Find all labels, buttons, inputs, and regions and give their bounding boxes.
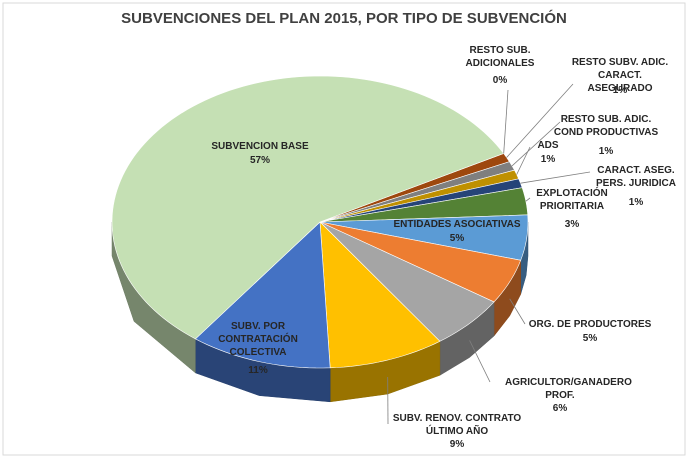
leader-line [511,121,561,167]
value-label: 1% [540,154,556,165]
leader-line [506,83,574,158]
pie-slice [319,221,522,303]
value-label: 6% [552,403,568,414]
value-label: 1% [598,146,614,157]
value-label: 1% [612,85,628,96]
slice-label: SUBV. RENOV. CONTRATO ÚLTIMO AÑO [392,413,522,437]
slice-label: RESTO SUBV. ADIC. CARACT. ASEGURADO [571,57,669,94]
pie-slice [111,75,505,340]
leader-line [469,340,491,383]
value-label: 1% [628,197,644,208]
slice-label: RESTO SUB. ADICIONALES [465,45,535,69]
slice-label: AGRICULTOR/GANADERO PROF. [505,377,632,401]
leader-line [516,146,531,175]
slice-label: ADS [537,140,559,151]
slice-label: CARACT. ASEG. PERS. JURIDICA [595,165,676,189]
slice-label: SUBV. POR CONTRATACIÓN COLECTIVA [218,321,298,358]
slice-label: RESTO SUB. ADIC. COND PRODUCTIVAS [553,114,659,138]
pie-slice [319,221,495,342]
value-label: 0% [492,75,508,86]
value-label: 5% [449,233,465,244]
slice-label: ORG. DE PRODUCTORES [528,319,652,330]
pie-slice [319,214,529,261]
slice-label: ENTIDADES ASOCIATIVAS [393,219,521,230]
pie-slice [319,221,441,369]
value-label: 11% [248,365,268,376]
pie-slice [194,221,331,369]
leader-line [520,171,591,184]
pie-slice [319,187,529,223]
slice-label: SUBVENCION BASE [211,141,309,152]
leader-line [509,298,526,325]
chart-title: SUBVENCIONES DEL PLAN 2015, POR TIPO DE … [121,10,567,27]
value-label: 57% [249,155,270,166]
leader-line [525,197,531,202]
value-label: 3% [564,219,580,230]
value-label: 9% [449,439,465,450]
value-label: 5% [582,333,598,344]
slice-label: EXPLOTACIÓN PRIORITARIA [536,188,608,212]
leader-line [503,89,509,154]
